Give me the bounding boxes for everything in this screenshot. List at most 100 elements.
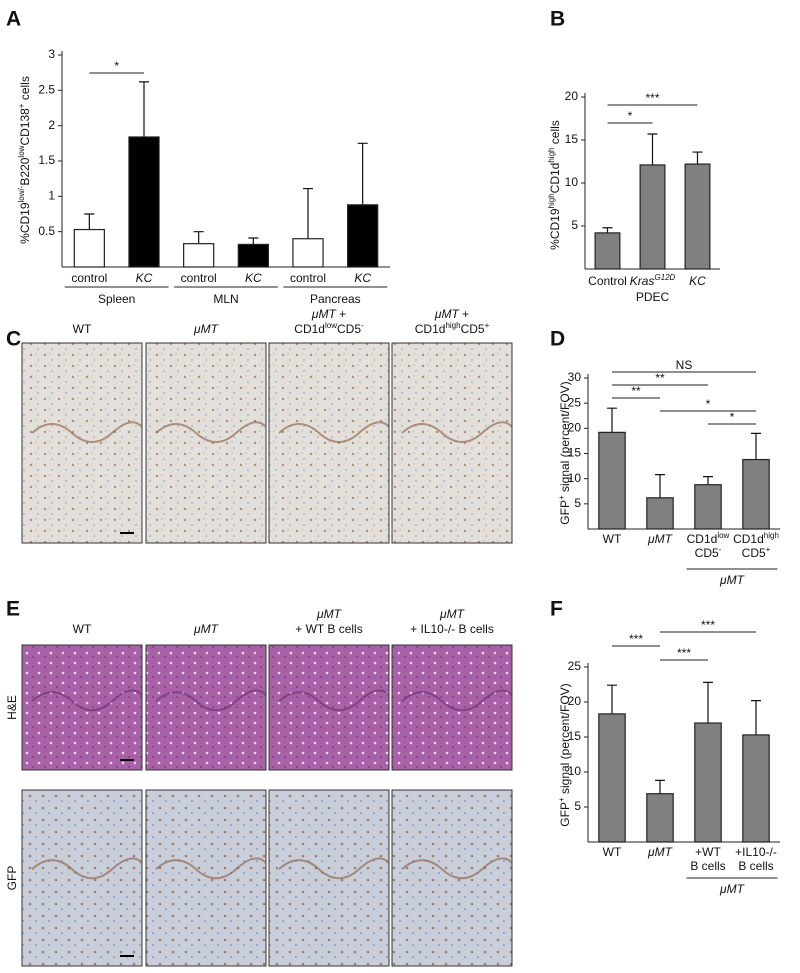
micrograph [145, 789, 267, 967]
bar [237, 243, 269, 268]
significance-label: * [706, 397, 711, 411]
text-span: %CD19 [18, 202, 32, 244]
text-span: +IL10-/- [735, 845, 777, 859]
bar [694, 722, 722, 843]
text-span: signal (percent/FOV) [558, 381, 572, 495]
superscript: high [547, 193, 556, 208]
micrograph [268, 789, 390, 967]
significance-label: *** [701, 618, 715, 632]
tissue-stain [31, 857, 143, 880]
superscript: - [719, 545, 722, 554]
error-bar [139, 81, 149, 137]
text-span: B cells [738, 859, 773, 873]
text-span: CD1d [294, 322, 325, 336]
y-tick-label: 15 [568, 446, 582, 460]
text-span: μMT [719, 573, 746, 587]
text-span: + [459, 307, 469, 321]
significance-label: NS [676, 358, 693, 372]
tissue-stain [401, 857, 513, 880]
text-span: control [290, 271, 326, 285]
x-tick-label: +IL10-/-B cells [735, 845, 777, 873]
group-label: Spleen [98, 292, 135, 306]
micrograph [268, 342, 390, 544]
text-span: control [181, 271, 217, 285]
x-tick-label: CD1dlow CD5- [687, 531, 730, 561]
y-tick-label: 25 [568, 659, 582, 673]
text-span: signal (percent/FOV) [558, 683, 572, 797]
bar [646, 497, 674, 530]
x-tick-label: control [71, 271, 107, 285]
text-span: μMT [434, 307, 461, 321]
group-label: μMT [719, 882, 746, 896]
text-span: CD1d [415, 322, 446, 336]
y-tick-label: 30 [568, 370, 582, 384]
bar [694, 484, 722, 530]
tissue-stain [278, 689, 390, 712]
significance-label: ** [631, 384, 641, 398]
group-label: PDEC [636, 290, 670, 304]
y-tick-label: 10 [565, 175, 579, 189]
x-tick-label: WT [603, 532, 622, 546]
text-span: cells [18, 76, 32, 103]
bar [598, 431, 626, 530]
image-title: WT [73, 622, 92, 636]
text-span: μMT [311, 307, 338, 321]
text-span: + WT B cells [295, 622, 362, 636]
error-bar [703, 476, 713, 485]
group-label: MLN [213, 292, 238, 306]
significance-label: * [730, 410, 735, 424]
text-span: WT [73, 322, 92, 336]
bar [598, 713, 626, 843]
image-title: μMT + CD1dhighCD5+ [415, 307, 490, 336]
tissue-stain [401, 421, 513, 443]
text-span: CD1d [548, 163, 562, 194]
bar [347, 204, 379, 268]
text-span: KC [354, 271, 371, 285]
bar [742, 458, 770, 530]
bar [183, 243, 215, 268]
y-axis-label: %CD19low/-B220lowCD138+ cells [17, 76, 33, 244]
significance-label: * [114, 59, 119, 73]
group-label: Pancreas [310, 292, 361, 306]
tissue-stain [155, 689, 267, 712]
x-tick-label: μMT [647, 845, 674, 859]
text-span: CD1d [733, 532, 764, 546]
superscript: + [766, 545, 771, 554]
y-tick-label: 1 [48, 189, 55, 203]
y-tick-label: 20 [568, 421, 582, 435]
bar [639, 164, 666, 270]
text-span: + [336, 307, 346, 321]
x-tick-label: KC [245, 271, 262, 285]
error-bar [607, 684, 617, 714]
text-span: WT [73, 622, 92, 636]
text-span: Spleen [98, 292, 135, 306]
panel-label: A [6, 8, 21, 31]
superscript: - [361, 321, 364, 330]
error-bar [647, 133, 658, 165]
text-span: B220 [18, 157, 32, 185]
error-bar [607, 407, 617, 433]
y-tick-label: 15 [565, 132, 579, 146]
text-span: + IL10-/- B cells [410, 622, 494, 636]
bar [684, 163, 711, 270]
text-span: Kras [630, 274, 655, 288]
text-span: WT [603, 845, 622, 859]
y-tick-label: 2 [48, 118, 55, 132]
x-tick-label: control [290, 271, 326, 285]
image-title: μMT + WT B cells [295, 607, 362, 636]
x-tick-label: control [181, 271, 217, 285]
significance-label: ** [655, 371, 665, 385]
text-span: μMT [647, 532, 674, 546]
image-title: μMT [193, 622, 220, 636]
superscript: low [325, 321, 337, 330]
image-title: μMT + IL10-/- B cells [410, 607, 494, 636]
group-label: μMT [719, 573, 746, 587]
error-bar [84, 213, 95, 230]
y-tick-label: 15 [568, 729, 582, 743]
bar [128, 136, 160, 268]
y-tick-label: 5 [574, 799, 581, 813]
text-span: μMT [439, 607, 466, 621]
tissue-stain [278, 857, 390, 880]
text-span: B cells [690, 859, 725, 873]
error-bar [248, 237, 259, 245]
